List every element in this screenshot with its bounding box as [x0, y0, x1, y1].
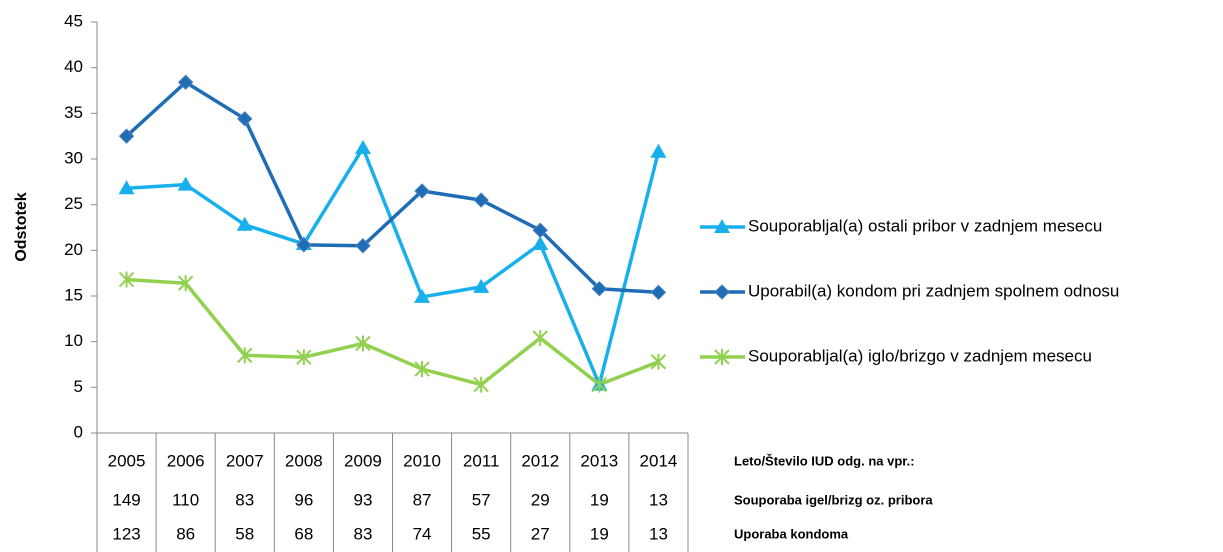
- y-tick-label: 35: [64, 103, 83, 122]
- y-tick-label: 25: [64, 194, 83, 213]
- table-cell: 87: [413, 490, 432, 509]
- table-cell: 83: [235, 490, 254, 509]
- table-header-label: Leto/Število IUD odg. na vpr.:: [734, 453, 915, 468]
- data-point: [473, 376, 489, 393]
- table-cell: 123: [112, 524, 140, 543]
- table-cell: 110: [172, 490, 199, 509]
- data-point: [414, 288, 431, 303]
- table-row-label: Uporaba kondoma: [734, 526, 849, 541]
- y-tick-label: 0: [74, 422, 83, 441]
- y-tick-label: 5: [74, 377, 83, 396]
- y-tick-label: 30: [64, 148, 83, 167]
- data-point: [118, 128, 135, 144]
- series-line: [126, 277, 660, 387]
- data-point: [355, 335, 371, 352]
- table-cell: 13: [649, 524, 668, 543]
- data-point: [414, 361, 430, 378]
- table-cell: 57: [472, 490, 491, 509]
- data-point: [177, 74, 194, 90]
- y-tick-label: 40: [64, 57, 83, 76]
- data-point: [354, 140, 371, 155]
- data-point: [177, 176, 194, 191]
- data-point: [118, 180, 135, 195]
- data-point: [296, 237, 312, 253]
- data-point: [473, 278, 490, 293]
- y-tick-label: 20: [64, 240, 83, 259]
- table-cell: 55: [472, 524, 491, 543]
- y-axis-label: Odstotek: [13, 192, 30, 261]
- legend-marker: [714, 219, 730, 233]
- data-point: [650, 284, 667, 301]
- x-tick-label: 2007: [226, 451, 264, 470]
- data-point: [296, 349, 312, 366]
- data-point: [237, 347, 253, 364]
- y-tick-label: 15: [64, 285, 83, 304]
- x-tick-label: 2013: [580, 451, 618, 470]
- table-cell: 13: [649, 490, 668, 509]
- x-tick-label: 2011: [463, 451, 500, 470]
- table-cell: 68: [294, 524, 313, 543]
- table-cell: 19: [590, 524, 609, 543]
- data-point: [650, 143, 667, 158]
- data-point: [414, 183, 430, 199]
- data-point: [591, 280, 608, 297]
- legend-marker: [714, 349, 730, 365]
- y-tick-label: 10: [64, 331, 83, 350]
- data-point: [591, 376, 608, 393]
- data-point: [236, 216, 253, 231]
- x-tick-label: 2010: [403, 451, 441, 470]
- data-point: [473, 192, 489, 208]
- series-line: [126, 146, 661, 387]
- x-tick-label: 2009: [344, 451, 382, 470]
- legend-label: Uporabil(a) kondom pri zadnjem spolnem o…: [748, 281, 1119, 300]
- data-point: [177, 275, 194, 292]
- y-tick-label: 45: [64, 11, 83, 30]
- x-tick-label: 2008: [285, 451, 323, 470]
- data-point: [118, 271, 135, 288]
- table-cell: 29: [531, 490, 550, 509]
- x-tick-label: 2005: [108, 451, 146, 470]
- x-tick-label: 2006: [167, 451, 205, 470]
- legend-label: Souporabljal(a) iglo/brizgo v zadnjem me…: [748, 346, 1092, 365]
- table-cell: 149: [112, 490, 140, 509]
- table-cell: 83: [353, 524, 372, 543]
- data-point: [237, 111, 253, 127]
- data-point: [532, 330, 548, 347]
- legend-marker: [714, 284, 730, 300]
- x-tick-label: 2014: [640, 451, 678, 470]
- table-cell: 96: [294, 490, 313, 509]
- data-point: [532, 222, 548, 238]
- table-row-label: Souporaba igel/brizg oz. pribora: [734, 492, 933, 507]
- data-point: [532, 235, 549, 250]
- data-point: [355, 238, 371, 254]
- series-line: [125, 80, 659, 295]
- table-cell: 74: [413, 524, 432, 543]
- table-cell: 19: [590, 490, 609, 509]
- table-cell: 93: [353, 490, 372, 509]
- table-cell: 27: [531, 524, 550, 543]
- data-point: [650, 353, 667, 370]
- legend-label: Souporabljal(a) ostali pribor v zadnjem …: [748, 216, 1102, 235]
- table-cell: 86: [176, 524, 195, 543]
- table-cell: 58: [235, 524, 254, 543]
- x-tick-label: 2012: [521, 451, 559, 470]
